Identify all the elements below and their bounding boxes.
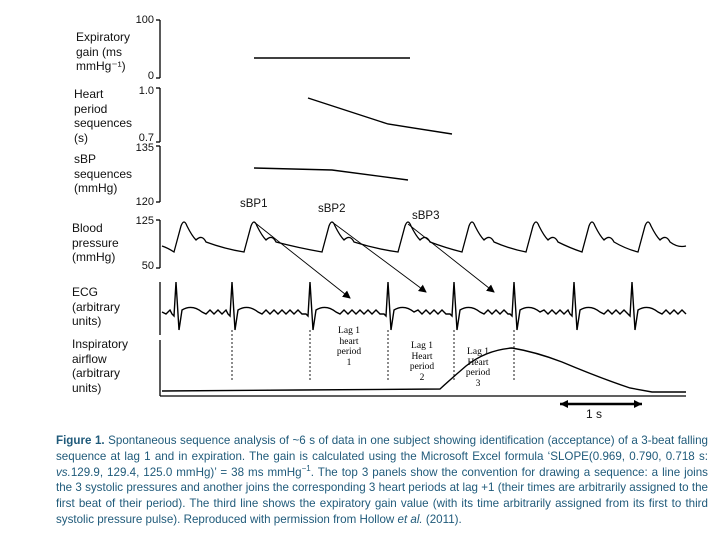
heart-period-tick-top: 1.0 [138,85,154,97]
blood-pressure-trace [161,221,687,254]
caption-text-2: 129.9, 129.4, 125.0 mmHg)’ = 38 ms mmHg [70,465,302,479]
gain-tick-bottom: 0 [147,70,154,82]
figure: Expiratory gain (ms mmHg⁻¹) 100 0 Heart … [72,14,687,421]
sbp-sequence-line [253,167,409,181]
arrow-1 [253,221,351,299]
figure-caption: Figure 1. Spontaneous sequence analysis … [56,433,708,528]
caption-et-al: et al. [397,512,423,526]
caption-vs: vs. [56,465,71,479]
heart-period-sequence-line [307,97,453,135]
scale-bar-label: 1 s [586,407,603,421]
arrow-3 [407,223,495,293]
figure-label: Figure 1. [56,434,105,447]
ecg-trace [161,281,687,331]
airflow-label: Inspiratory airflow (arbitrary units) [72,337,129,395]
bp-tick-top: 125 [135,215,154,227]
caption-text-4: (2011). [422,512,462,526]
lag-label-3: Lag 1 Heart period 3 [465,347,491,389]
sbp-label: sBP sequences (mmHg) [74,152,133,195]
gain-tick-top: 100 [135,14,154,26]
caption-superscript: −1 [301,463,311,473]
heart-period-label: Heart period sequences (s) [74,87,133,145]
blood-pressure-label: Blood pressure (mmHg) [72,221,119,264]
ecg-label: ECG (arbitrary units) [72,285,121,328]
sbp2-label: sBP2 [318,203,346,215]
lag-label-2: Lag 1 Heart period 2 [409,341,435,383]
caption-text-3: . The top 3 panels show the convention f… [56,465,708,526]
physiology-traces-figure [156,19,687,408]
sbp3-label: sBP3 [412,210,440,222]
sbp-tick-bottom: 120 [135,196,154,208]
sbp-tick-top: 135 [135,142,154,154]
airflow-trace [161,347,686,393]
heart-period-tick-bottom: 0.7 [138,132,154,144]
arrow-2 [331,221,427,293]
bp-tick-bottom: 50 [141,260,154,272]
caption-text-1: Spontaneous sequence analysis of ~6 s of… [56,434,708,463]
sbp1-label: sBP1 [240,198,268,210]
lag-label-1: Lag 1 heart period 1 [336,326,362,368]
gain-label: Expiratory gain (ms mmHg⁻¹) [76,30,131,73]
